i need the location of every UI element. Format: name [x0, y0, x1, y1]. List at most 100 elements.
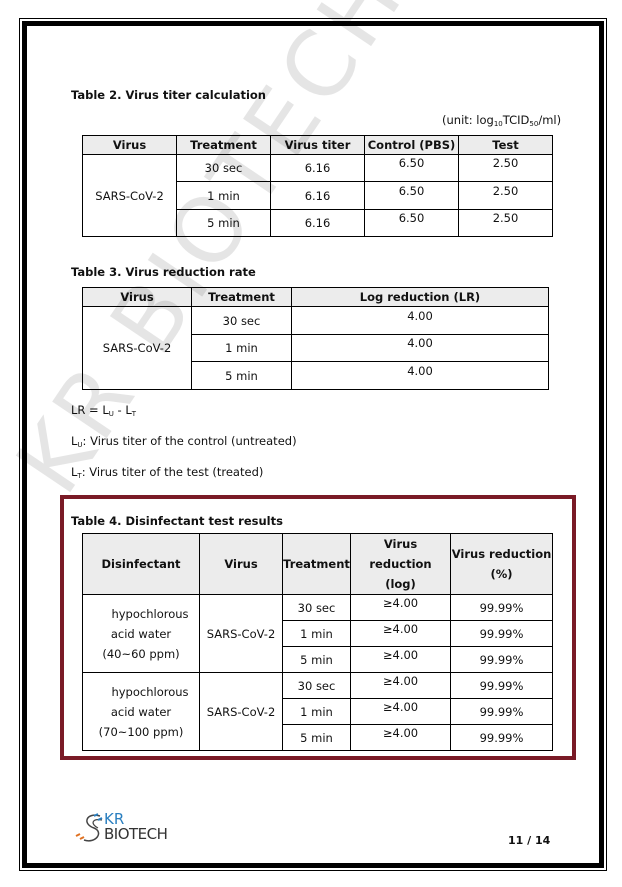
formula-text: - L: [113, 403, 132, 417]
test-cell: 2.50: [458, 181, 553, 210]
treatment-cell: 5 min: [176, 209, 271, 237]
log-value: ≥4.00: [382, 595, 419, 610]
header-cell: Disinfectant: [82, 533, 200, 595]
header-line: (%): [490, 567, 513, 581]
table-row: 1 min 6.16 6.50 2.50: [83, 181, 553, 210]
log-value: ≥4.00: [382, 725, 419, 740]
formula-sub: U: [108, 410, 114, 418]
treatment-cell: 30 sec: [176, 154, 271, 182]
treatment-cell: 5 min: [191, 361, 292, 390]
table-row: 5 min 4.00: [83, 361, 549, 390]
log-cell: ≥4.00: [350, 620, 451, 647]
pct-cell: 99.99%: [450, 594, 553, 621]
control-cell: 6.50: [364, 154, 459, 182]
kr-biotech-logo: KR BIOTECH: [74, 808, 174, 848]
treatment-cell: 5 min: [282, 646, 351, 673]
lr-cell: 4.00: [291, 361, 549, 390]
table-row: hypochlorous acid water (70~100 ppm) SARS-…: [82, 672, 553, 751]
titer-cell: 6.16: [270, 209, 365, 237]
pct-cell: 99.99%: [450, 698, 553, 725]
virus-cell: SARS-CoV-2: [82, 154, 177, 237]
header-cell: Virus reduction (log): [350, 533, 451, 595]
pct-cell: 99.99%: [450, 672, 553, 699]
control-cell: 6.50: [364, 209, 459, 237]
treatment-cell: 1 min: [282, 620, 351, 647]
formula-text: : Virus titer of the test (treated): [81, 465, 264, 479]
page-total: 14: [535, 834, 551, 847]
table-row: SARS-CoV-2 30 sec 6.16 6.50 2.50: [82, 154, 553, 237]
table-row: 1 min ≥4.00 99.99%: [83, 620, 553, 647]
header-cell: Virus reduction (%): [450, 533, 553, 595]
log-cell: ≥4.00: [350, 724, 451, 751]
treatment-cell: 5 min: [282, 724, 351, 751]
treatment-cell: 30 sec: [282, 672, 351, 699]
formula-sub: T: [131, 410, 137, 418]
disinfectant-line: acid water: [110, 626, 172, 641]
lr-cell: 4.00: [291, 334, 549, 362]
disinfectant-line: (40~60 ppm): [102, 646, 180, 661]
table-row: 5 min ≥4.00 99.99%: [83, 724, 553, 751]
control-value: 6.50: [398, 211, 425, 225]
control-cell: 6.50: [364, 181, 459, 210]
header-cell: Virus titer: [270, 135, 365, 155]
log-value: ≥4.00: [382, 673, 419, 688]
header-cell: Virus: [82, 135, 177, 155]
unit-sub: 10: [493, 120, 503, 128]
control-value: 6.50: [398, 156, 425, 170]
header-cell: Log reduction (LR): [291, 287, 549, 307]
table-row: SARS-CoV-2 30 sec 4.00: [82, 306, 549, 390]
treatment-cell: 30 sec: [191, 306, 292, 335]
virus-cell: SARS-CoV-2: [199, 672, 283, 751]
table2-title: Table 2. Virus titer calculation: [71, 88, 266, 102]
disinfectant-line: hypochlorous: [111, 606, 189, 621]
formula-text: L: [71, 465, 78, 479]
disinfectant-cell: hypochlorous acid water (70~100 ppm): [82, 672, 200, 751]
lr-formula: LR = LU - LT: [71, 403, 136, 418]
log-value: ≥4.00: [382, 699, 419, 714]
table2: Virus Treatment Virus titer Control (PBS…: [82, 135, 553, 237]
lr-value: 4.00: [407, 336, 433, 350]
disinfectant-line: (70~100 ppm): [98, 724, 184, 739]
page-border-inner: [22, 21, 604, 868]
table-row: hypochlorous acid water (40~60 ppm) SARS-C…: [82, 594, 553, 673]
highlight-box: [60, 495, 576, 760]
table2-unit: (unit: log10TCID50/ml): [442, 113, 561, 128]
virus-cell: SARS-CoV-2: [199, 594, 283, 673]
titer-cell: 6.16: [270, 154, 365, 182]
lr-cell: 4.00: [291, 306, 549, 335]
pct-cell: 99.99%: [450, 646, 553, 673]
lt-definition: LT: Virus titer of the test (treated): [71, 465, 263, 480]
treatment-cell: 1 min: [176, 181, 271, 210]
header-cell: Virus: [199, 533, 283, 595]
header-cell: Treatment: [282, 533, 351, 595]
log-value: ≥4.00: [382, 647, 419, 662]
page-number: 11 / 14: [508, 834, 550, 847]
table-row: 5 min ≥4.00 99.99%: [83, 646, 553, 673]
log-value: ≥4.00: [382, 621, 419, 636]
table3-title: Table 3. Virus reduction rate: [71, 265, 256, 279]
logo-mark-icon: [75, 813, 103, 842]
logo-biotech: BIOTECH: [104, 825, 168, 843]
disinfectant-cell: hypochlorous acid water (40~60 ppm): [82, 594, 200, 673]
titer-cell: 6.16: [270, 181, 365, 210]
table-row: 5 min 6.16 6.50 2.50: [83, 209, 553, 237]
treatment-cell: 1 min: [282, 698, 351, 725]
lr-value: 4.00: [407, 363, 433, 378]
unit-sub: 50: [529, 120, 539, 128]
unit-text: (unit: log: [442, 113, 494, 127]
page-separator: /: [523, 834, 535, 847]
table-row: 1 min ≥4.00 99.99%: [83, 698, 553, 725]
lu-definition: LU: Virus titer of the control (untreate…: [71, 434, 297, 449]
log-cell: ≥4.00: [350, 646, 451, 673]
log-cell: ≥4.00: [350, 698, 451, 725]
page-current: 11: [508, 834, 524, 847]
header-cell: Treatment: [191, 287, 292, 307]
formula-sub: U: [77, 441, 83, 449]
formula-text: L: [71, 434, 78, 448]
header-line: (log): [385, 577, 416, 591]
pct-cell: 99.99%: [450, 724, 553, 751]
test-cell: 2.50: [458, 209, 553, 237]
table-row: 1 min 4.00: [83, 334, 549, 362]
formula-text: : Virus titer of the control (untreated): [82, 434, 297, 448]
table3: Virus Treatment Log reduction (LR) SARS-…: [82, 287, 549, 390]
